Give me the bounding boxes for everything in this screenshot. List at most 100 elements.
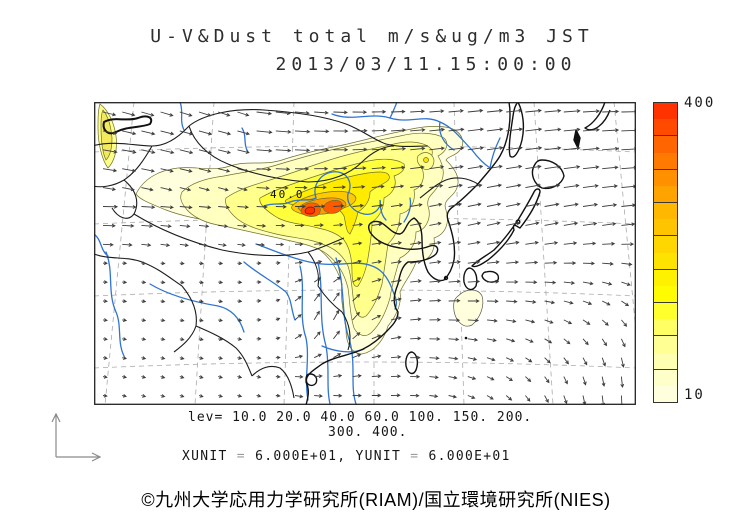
wind-vector-arrow xyxy=(218,394,224,398)
country-border-lines xyxy=(91,109,479,399)
wind-vector-arrow xyxy=(429,183,444,189)
colorbar-cell xyxy=(654,103,677,120)
wind-vector-arrow xyxy=(582,146,600,151)
wind-vector-arrow xyxy=(237,280,243,285)
wind-vector-arrow xyxy=(313,277,322,283)
wind-vector-arrow xyxy=(256,280,262,284)
colorbar-cell xyxy=(654,385,677,403)
wind-vector-arrow xyxy=(621,319,628,327)
wind-vector-arrow xyxy=(525,108,542,113)
wind-vector-arrow xyxy=(371,393,382,398)
wind-vector-arrow xyxy=(314,148,330,152)
wind-vector-arrow xyxy=(563,202,579,207)
wind-vector-arrow xyxy=(237,149,250,154)
wind-vector-arrow xyxy=(601,338,608,347)
wind-vector-arrow xyxy=(237,393,243,398)
wind-vector-arrow xyxy=(525,395,531,402)
wind-vector-arrow xyxy=(102,130,118,135)
wind-vector-arrow xyxy=(563,300,574,305)
wind-vector-arrow xyxy=(525,280,538,285)
wind-vector-arrow xyxy=(390,165,406,170)
colorbar-cell xyxy=(654,252,677,269)
wind-vector-arrow xyxy=(314,129,330,134)
colorbar-cell xyxy=(654,319,677,336)
wind-vector-arrow xyxy=(179,187,192,192)
wind-vector-arrow xyxy=(467,299,480,303)
wind-vector-arrow xyxy=(141,356,147,360)
wind-vector-arrow xyxy=(198,168,212,173)
wind-vector-arrow xyxy=(602,146,620,151)
wind-vector-arrow xyxy=(525,300,537,304)
wind-vector-arrow xyxy=(620,376,625,389)
wind-vector-arrow xyxy=(256,317,262,322)
wind-vector-arrow xyxy=(141,149,156,154)
wind-vector-arrow xyxy=(602,203,618,207)
wind-vector-arrow xyxy=(506,299,518,304)
wind-vector-arrow xyxy=(390,393,401,398)
wind-vector-arrow xyxy=(218,243,227,247)
wind-vector-arrow xyxy=(525,127,543,132)
wind-vector-arrow xyxy=(390,184,405,189)
wind-vector-arrow xyxy=(429,165,445,170)
wind-vector-arrow xyxy=(160,205,174,210)
wind-vector-arrow xyxy=(371,222,383,227)
wind-vector-arrow xyxy=(198,130,213,136)
wind-vector-arrow xyxy=(141,168,155,173)
wind-vector-arrow xyxy=(371,241,383,246)
wind-vector-arrow xyxy=(429,394,439,399)
wind-vector-arrow xyxy=(467,260,481,264)
wind-vector-arrow xyxy=(429,146,445,151)
wind-vector-arrow xyxy=(582,165,600,170)
wind-vector-arrow xyxy=(313,293,321,302)
wind-vector-arrow xyxy=(486,164,503,170)
colorbar-cell xyxy=(654,268,677,286)
wind-vector-arrow xyxy=(525,164,542,170)
wind-vector-arrow xyxy=(275,279,281,284)
wind-vector-arrow xyxy=(352,332,361,340)
wind-vector-arrow xyxy=(352,241,363,246)
wind-vector-arrow xyxy=(467,108,484,113)
wind-vector-arrow xyxy=(352,311,360,321)
wind-vector-arrow xyxy=(313,310,320,321)
wind-vector-arrow xyxy=(122,149,137,154)
wind-vector-arrow xyxy=(582,357,588,366)
wind-vector-arrow xyxy=(275,148,292,153)
colorbar-cell xyxy=(654,135,677,153)
wind-vector-arrow xyxy=(486,357,496,362)
wind-vector-arrow xyxy=(275,242,285,247)
map-svg: 40.0 xyxy=(91,99,644,409)
wind-vector-arrow xyxy=(198,243,208,248)
wind-vector-arrow xyxy=(429,337,441,341)
colorbar-cell xyxy=(654,285,677,303)
wind-vector-arrow xyxy=(582,127,600,132)
wind-vector-arrow xyxy=(505,376,513,381)
wind-vector-arrow xyxy=(198,261,204,266)
wind-vector-arrow xyxy=(198,375,204,379)
wind-vector-arrow xyxy=(141,318,147,323)
wind-vector-layer xyxy=(102,108,639,409)
wind-vector-arrow xyxy=(314,185,327,190)
dust-patch-beijing-core xyxy=(423,157,429,163)
wind-vector-arrow xyxy=(295,204,306,209)
units-label: XUNIT = 6.000E+01, YUNIT = 6.000E+01 xyxy=(182,449,511,464)
wind-vector-arrow xyxy=(448,260,461,264)
wind-vector-arrow xyxy=(275,336,281,341)
wind-vector-arrow xyxy=(467,127,485,132)
wind-vector-arrow xyxy=(141,375,147,379)
wind-vector-arrow xyxy=(333,129,349,133)
wind-vector-arrow xyxy=(429,356,440,361)
colorbar-cell xyxy=(654,202,677,220)
wind-vector-arrow xyxy=(429,221,442,226)
wind-vector-arrow xyxy=(506,108,523,113)
wind-vector-arrow xyxy=(371,296,382,302)
wind-vector-arrow xyxy=(525,202,541,207)
wind-vector-arrow xyxy=(102,337,108,341)
wind-vector-arrow xyxy=(160,187,173,192)
wind-vector-arrow xyxy=(218,356,224,360)
colorbar-cell xyxy=(654,352,677,369)
wind-vector-arrow xyxy=(179,243,189,248)
wind-vector-arrow xyxy=(506,280,519,284)
wind-vector-arrow xyxy=(582,184,599,189)
wind-vector-arrow xyxy=(102,204,119,209)
timestamp-subtitle: 2013/03/11.15:00:00 xyxy=(275,54,577,75)
